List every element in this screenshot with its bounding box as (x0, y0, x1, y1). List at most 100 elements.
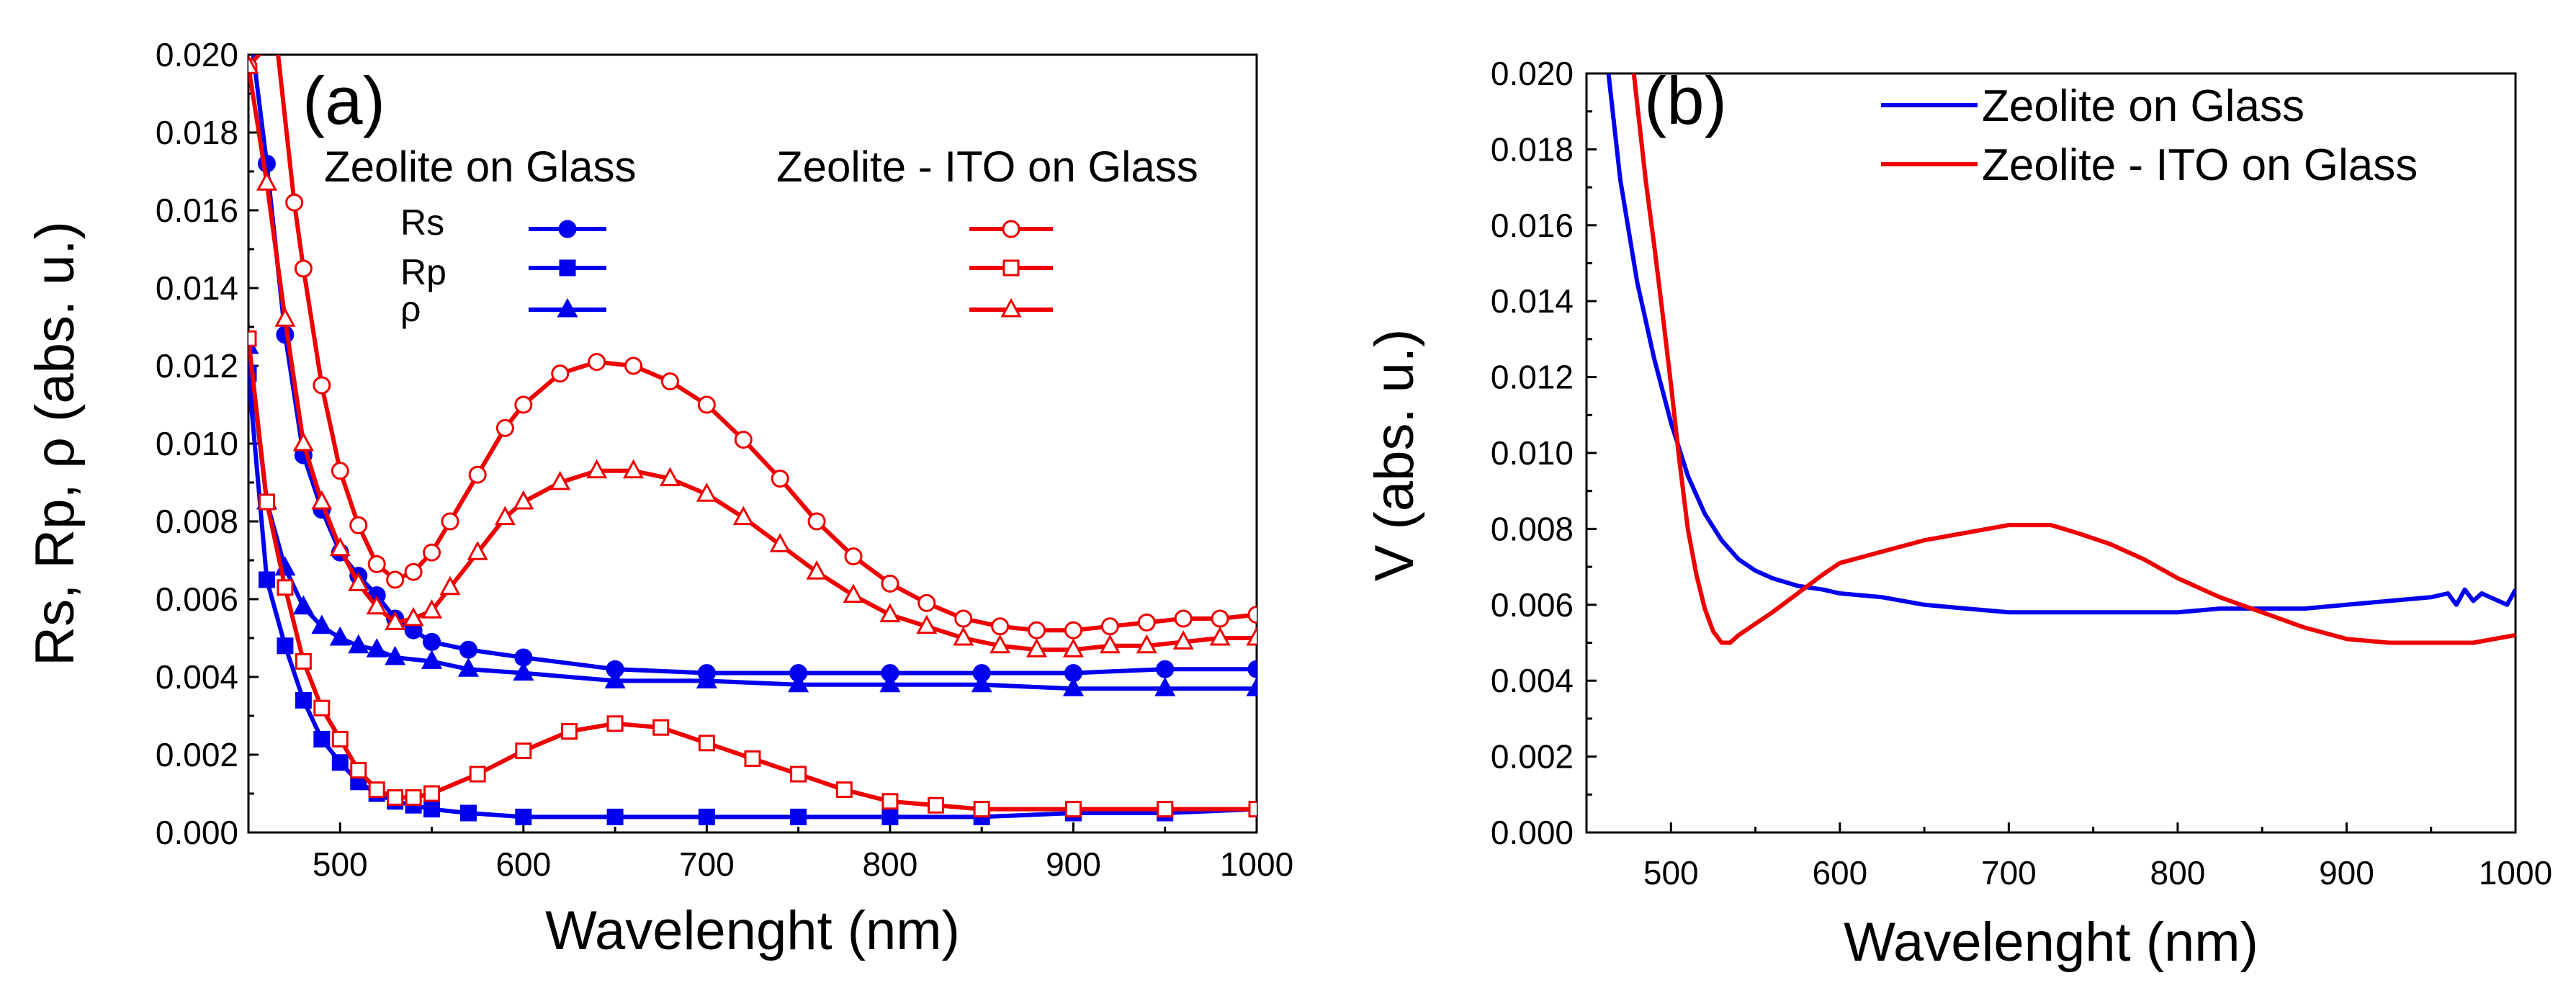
data-point-rs-zeolite-ito-on-glass (468, 465, 487, 484)
data-point-rho-zeolite-on-glass (604, 669, 626, 688)
y-tick-label: 0.002 (1491, 738, 1574, 776)
data-point-rho-zeolite-ito-on-glass (348, 572, 369, 591)
data-point-rs-zeolite-ito-on-glass (1100, 617, 1119, 636)
data-point-rp-zeolite-ito-on-glass (881, 793, 899, 810)
y-tick-label: 0.012 (156, 347, 238, 385)
data-point-rp-zeolite-on-glass (277, 637, 294, 655)
data-point-rho-zeolite-ito-on-glass (586, 459, 608, 479)
x-tick-label: 600 (495, 845, 551, 883)
legend-marker-rho-zeolite-ito-on-glass (1000, 297, 1022, 318)
data-point-rho-zeolite-on-glass (366, 638, 387, 657)
data-point-rp-zeolite-on-glass (258, 571, 275, 588)
data-point-rs-zeolite-ito-on-glass (1137, 613, 1156, 632)
data-point-rp-zeolite-on-glass (295, 691, 312, 709)
data-point-rho-zeolite-ito-on-glass (1136, 634, 1157, 654)
data-point-rho-zeolite-ito-on-glass (421, 599, 443, 619)
data-point-rs-zeolite-ito-on-glass (423, 543, 441, 562)
y-tick-label: 0.010 (156, 425, 238, 462)
data-point-rho-zeolite-on-glass (1246, 677, 1257, 696)
data-point-rho-zeolite-ito-on-glass (623, 459, 645, 479)
data-point-rp-zeolite-on-glass (423, 801, 441, 818)
data-point-rp-zeolite-on-glass (698, 808, 715, 825)
x-tick-label: 900 (2319, 854, 2374, 892)
y-tick-label: 0.012 (1491, 359, 1574, 396)
data-point-rho-zeolite-on-glass (788, 673, 809, 693)
data-point-rs-zeolite-ito-on-glass (404, 562, 423, 581)
data-point-rho-zeolite-ito-on-glass (467, 541, 488, 560)
data-point-rp-zeolite-on-glass (606, 808, 624, 825)
data-point-rho-zeolite-ito-on-glass (659, 467, 681, 487)
y-tick-label: 0.014 (156, 269, 238, 307)
data-point-rs-zeolite-ito-on-glass (331, 462, 349, 480)
data-point-rs-zeolite-on-glass (1247, 660, 1257, 678)
data-point-rp-zeolite-ito-on-glass (560, 723, 578, 740)
data-point-rho-zeolite-ito-on-glass (256, 171, 277, 191)
data-point-rs-zeolite-ito-on-glass (954, 609, 973, 628)
y-tick-label: 0.020 (156, 36, 238, 73)
data-point-rp-zeolite-ito-on-glass (1064, 801, 1082, 818)
y-tick-label: 0.020 (1491, 55, 1574, 92)
data-point-rs-zeolite-ito-on-glass (588, 353, 606, 372)
data-point-rho-zeolite-on-glass (879, 673, 901, 693)
data-point-rs-zeolite-ito-on-glass (1064, 621, 1082, 639)
y-tick-label: 0.000 (1491, 814, 1574, 851)
panel-b-y-label: V (abs. u.) (1364, 329, 1425, 582)
data-point-rho-zeolite-on-glass (1154, 677, 1176, 696)
legend-group-title-glass: Zeolite on Glass (324, 143, 637, 191)
panel-b-x-label: Wavelenght (nm) (1844, 912, 2258, 973)
data-point-rs-zeolite-ito-on-glass (771, 470, 789, 488)
panel-b-legend: Zeolite on Glass Zeolite - ITO on Glass (1881, 81, 2418, 190)
data-point-rs-zeolite-ito-on-glass (313, 376, 331, 395)
data-point-rp-zeolite-ito-on-glass (295, 652, 312, 670)
data-point-rs-zeolite-ito-on-glass (697, 395, 716, 414)
data-point-rp-zeolite-ito-on-glass (423, 785, 441, 802)
data-point-rp-zeolite-on-glass (331, 754, 349, 771)
data-point-rs-zeolite-ito-on-glass (551, 364, 570, 383)
data-point-rp-zeolite-ito-on-glass (515, 742, 532, 760)
data-point-rp-zeolite-ito-on-glass (387, 789, 404, 806)
series-line-rho-zeolite-on-glass (248, 346, 1257, 691)
series-line-zeolite-ito-on-glass (1631, 73, 2516, 645)
data-point-rp-zeolite-ito-on-glass (1248, 801, 1257, 818)
x-tick-label: 700 (1981, 854, 2037, 892)
data-point-rs-zeolite-ito-on-glass (624, 356, 643, 375)
data-point-rho-zeolite-ito-on-glass (1099, 634, 1121, 654)
data-point-rho-zeolite-ito-on-glass (1172, 630, 1194, 650)
data-point-rho-zeolite-ito-on-glass (274, 308, 296, 327)
data-point-rs-zeolite-ito-on-glass (1028, 621, 1046, 639)
data-point-rs-zeolite-ito-on-glass (1247, 606, 1257, 624)
data-point-rs-zeolite-ito-on-glass (349, 516, 368, 534)
y-tick-label: 0.016 (1491, 207, 1574, 244)
data-point-rp-zeolite-ito-on-glass (368, 781, 385, 799)
x-tick-label: 900 (1046, 845, 1101, 883)
data-point-rp-zeolite-ito-on-glass (277, 579, 294, 596)
legend-label-zeolite-ito-on-glass: Zeolite - ITO on Glass (1982, 140, 2418, 190)
data-point-rs-zeolite-ito-on-glass (441, 512, 459, 531)
data-point-rho-zeolite-ito-on-glass (513, 490, 534, 510)
legend-row-label-rho: ρ (400, 289, 421, 329)
data-point-rs-zeolite-ito-on-glass (294, 259, 313, 278)
panel-b-x-axis: 500 600 700 800 900 1000 (1585, 822, 2552, 892)
legend-group-title-ito: Zeolite - ITO on Glass (776, 143, 1198, 191)
legend-marker-rs-zeolite-on-glass (558, 220, 577, 238)
data-point-rho-zeolite-ito-on-glass (329, 537, 351, 557)
data-point-rp-zeolite-ito-on-glass (790, 766, 807, 783)
data-point-rp-zeolite-ito-on-glass (405, 789, 422, 806)
panel-a-legend: Zeolite on Glass Zeolite - ITO on Glass … (324, 143, 1198, 329)
data-point-rho-zeolite-ito-on-glass (769, 533, 791, 552)
data-point-rs-zeolite-ito-on-glass (495, 418, 514, 437)
data-point-rs-zeolite-ito-on-glass (367, 555, 386, 573)
data-point-rs-zeolite-on-glass (1156, 660, 1175, 678)
data-point-rp-zeolite-on-glass (790, 808, 807, 825)
data-point-rho-zeolite-ito-on-glass (494, 506, 516, 526)
data-point-rp-zeolite-ito-on-glass (1157, 801, 1174, 818)
data-point-rp-zeolite-ito-on-glass (606, 715, 624, 732)
data-point-rs-zeolite-ito-on-glass (268, 27, 284, 43)
legend-row-label-rs: Rs (400, 202, 444, 243)
data-point-rp-zeolite-ito-on-glass (350, 762, 367, 779)
x-tick-label: 500 (313, 845, 368, 883)
data-point-rp-zeolite-ito-on-glass (248, 330, 257, 347)
data-point-rs-zeolite-on-glass (459, 640, 477, 659)
data-point-rp-zeolite-ito-on-glass (313, 699, 331, 717)
series-line-rs-zeolite-ito-on-glass (248, 55, 1257, 633)
